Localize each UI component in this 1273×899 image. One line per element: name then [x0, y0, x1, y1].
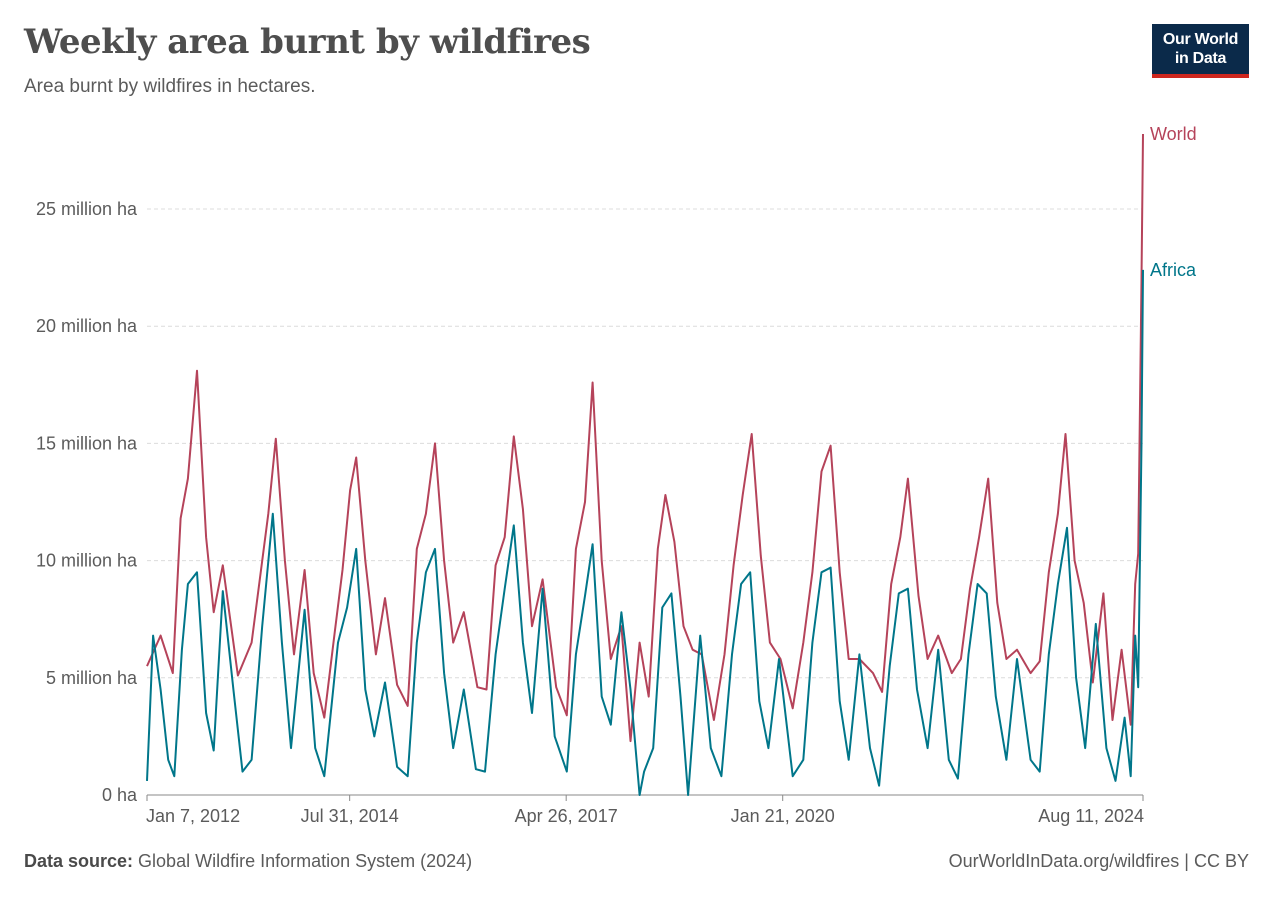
y-tick-label: 0 ha: [102, 785, 138, 805]
chart-title: Weekly area burnt by wildfires: [24, 22, 591, 62]
x-tick-label: Aug 11, 2024: [1038, 806, 1144, 826]
logo-line-2: in Data: [1174, 50, 1227, 67]
x-tick-label: Jan 7, 2012: [146, 806, 240, 826]
y-tick-label: 25 million ha: [36, 199, 138, 219]
y-axis-ticks: 0 ha 5 million ha 10 million ha 15 million …: [36, 199, 138, 805]
data-source-text: Global Wildfire Information System (2024…: [133, 851, 473, 871]
series-label-world: World: [1150, 124, 1197, 144]
credit-link[interactable]: OurWorldInData.org/wildfires | CC BY: [948, 851, 1249, 871]
y-tick-label: 20 million ha: [36, 316, 138, 336]
x-tick-label: Jul 31, 2014: [301, 806, 399, 826]
y-tick-label: 15 million ha: [36, 433, 138, 453]
grid-lines: [147, 208, 1143, 679]
logo-line-1: Our World: [1162, 31, 1239, 48]
data-source: Data source: Global Wildfire Information…: [24, 851, 472, 872]
x-tick-label: Jan 21, 2020: [731, 806, 835, 826]
chart-subtitle: Area burnt by wildfires in hectares.: [24, 76, 316, 97]
y-tick-label: 10 million ha: [36, 551, 138, 571]
series-lines[interactable]: [146, 133, 1144, 796]
y-tick-label: 5 million ha: [46, 668, 138, 688]
x-tick-label: Apr 26, 2017: [515, 806, 618, 826]
data-source-label: Data source:: [24, 851, 134, 871]
series-line-world[interactable]: [146, 133, 1144, 743]
series-label-africa: Africa: [1150, 260, 1197, 280]
series-labels: World Africa: [1150, 124, 1197, 280]
x-axis: Jan 7, 2012 Jul 31, 2014 Apr 26, 2017 Jan 2…: [146, 794, 1144, 826]
owid-logo[interactable]: Our World in Data: [1152, 24, 1249, 78]
series-line-africa[interactable]: [146, 269, 1144, 796]
